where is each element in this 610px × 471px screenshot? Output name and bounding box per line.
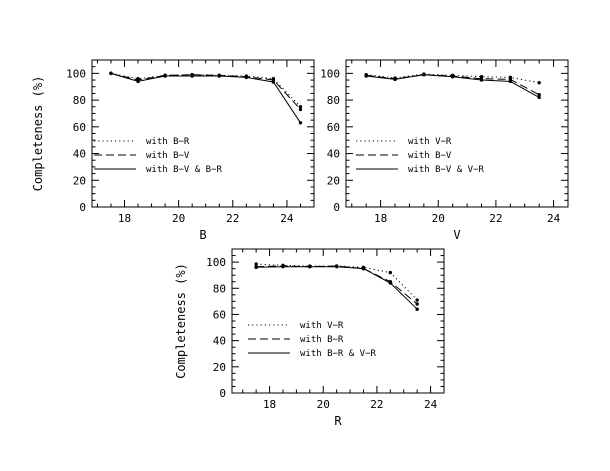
y-tick-label: 0 <box>219 387 226 400</box>
panel-b: 18 20 22 24 0 20 40 60 80 100 B Completeness (%) wit… <box>31 59 315 242</box>
legend-label: with B−R <box>300 335 344 345</box>
data-point <box>479 78 484 82</box>
y-tick-label: 60 <box>73 121 86 134</box>
y-tick-label: 80 <box>73 94 86 107</box>
panel-r: 18 20 22 24 0 20 40 60 80 100 R Completeness (%) wit… <box>174 248 445 428</box>
data-point <box>537 95 541 100</box>
legend-label: with B−V & B−R <box>146 165 222 175</box>
x-tick-label: 18 <box>374 212 387 225</box>
data-point <box>393 77 397 82</box>
legend-label: with B−V & V−R <box>408 165 484 175</box>
data-point <box>254 265 258 270</box>
series-line <box>256 263 418 301</box>
y-tick-label: 60 <box>327 121 340 134</box>
data-point <box>308 264 312 269</box>
x-tick-label: 20 <box>317 398 330 411</box>
series-line <box>256 266 418 310</box>
legend-label: with V−R <box>408 137 452 147</box>
data-point <box>537 81 541 85</box>
data-point <box>254 262 258 266</box>
data-point <box>361 266 366 271</box>
y-tick-label: 40 <box>327 148 340 161</box>
data-point <box>537 93 541 97</box>
data-point <box>415 298 419 302</box>
data-point <box>388 281 393 285</box>
x-tick-label: 20 <box>172 212 185 225</box>
data-point <box>364 74 368 78</box>
data-point <box>163 74 167 78</box>
y-tick-label: 0 <box>333 201 340 214</box>
data-point <box>334 264 339 269</box>
data-point <box>415 307 419 311</box>
data-point <box>109 71 113 76</box>
x-axis-label: R <box>334 414 342 428</box>
y-tick-label: 0 <box>79 201 86 214</box>
y-tick-label: 40 <box>213 335 226 348</box>
y-axis-label: Completeness (%) <box>174 263 188 379</box>
data-point <box>450 75 455 79</box>
series-line <box>110 72 301 124</box>
data-point <box>217 74 221 78</box>
x-tick-label: 18 <box>118 212 131 225</box>
y-tick-label: 40 <box>73 148 86 161</box>
y-tick-label: 60 <box>213 308 226 321</box>
y-axis-label: Completeness (%) <box>31 76 45 192</box>
x-tick-label: 24 <box>424 398 438 411</box>
data-point <box>298 121 303 125</box>
data-point <box>298 107 303 112</box>
x-axis-label: V <box>453 228 460 242</box>
data-point <box>298 105 303 109</box>
legend-label: with V−R <box>300 321 344 331</box>
y-tick-label: 80 <box>213 282 226 295</box>
x-tick-label: 22 <box>370 398 383 411</box>
data-point <box>415 302 419 306</box>
legend-label: with B−V <box>408 151 452 161</box>
y-tick-label: 100 <box>66 67 86 80</box>
data-point <box>281 264 285 269</box>
y-tick-label: 20 <box>213 361 226 374</box>
x-tick-label: 24 <box>280 212 294 225</box>
x-tick-label: 18 <box>263 398 276 411</box>
data-point <box>244 75 249 80</box>
data-point <box>136 79 140 84</box>
y-tick-label: 20 <box>327 174 340 187</box>
plot-frame <box>345 59 569 208</box>
y-tick-label: 80 <box>327 94 340 107</box>
x-tick-label: 24 <box>547 212 561 225</box>
x-tick-label: 22 <box>226 212 239 225</box>
legend-label: with B−V <box>146 151 190 161</box>
data-point <box>422 73 426 77</box>
data-point <box>190 74 194 78</box>
data-point <box>388 270 393 275</box>
series-line <box>110 72 301 110</box>
plot-frame <box>91 59 315 208</box>
y-tick-label: 100 <box>206 256 226 269</box>
x-axis-label: B <box>199 228 206 242</box>
legend-label: with B−R & V−R <box>300 349 376 359</box>
y-tick-label: 100 <box>320 67 340 80</box>
legend-label: with B−R <box>146 137 190 147</box>
x-tick-label: 20 <box>432 212 445 225</box>
data-point <box>508 79 513 84</box>
y-tick-label: 20 <box>73 174 86 187</box>
data-point <box>271 80 276 84</box>
x-tick-label: 22 <box>489 212 502 225</box>
